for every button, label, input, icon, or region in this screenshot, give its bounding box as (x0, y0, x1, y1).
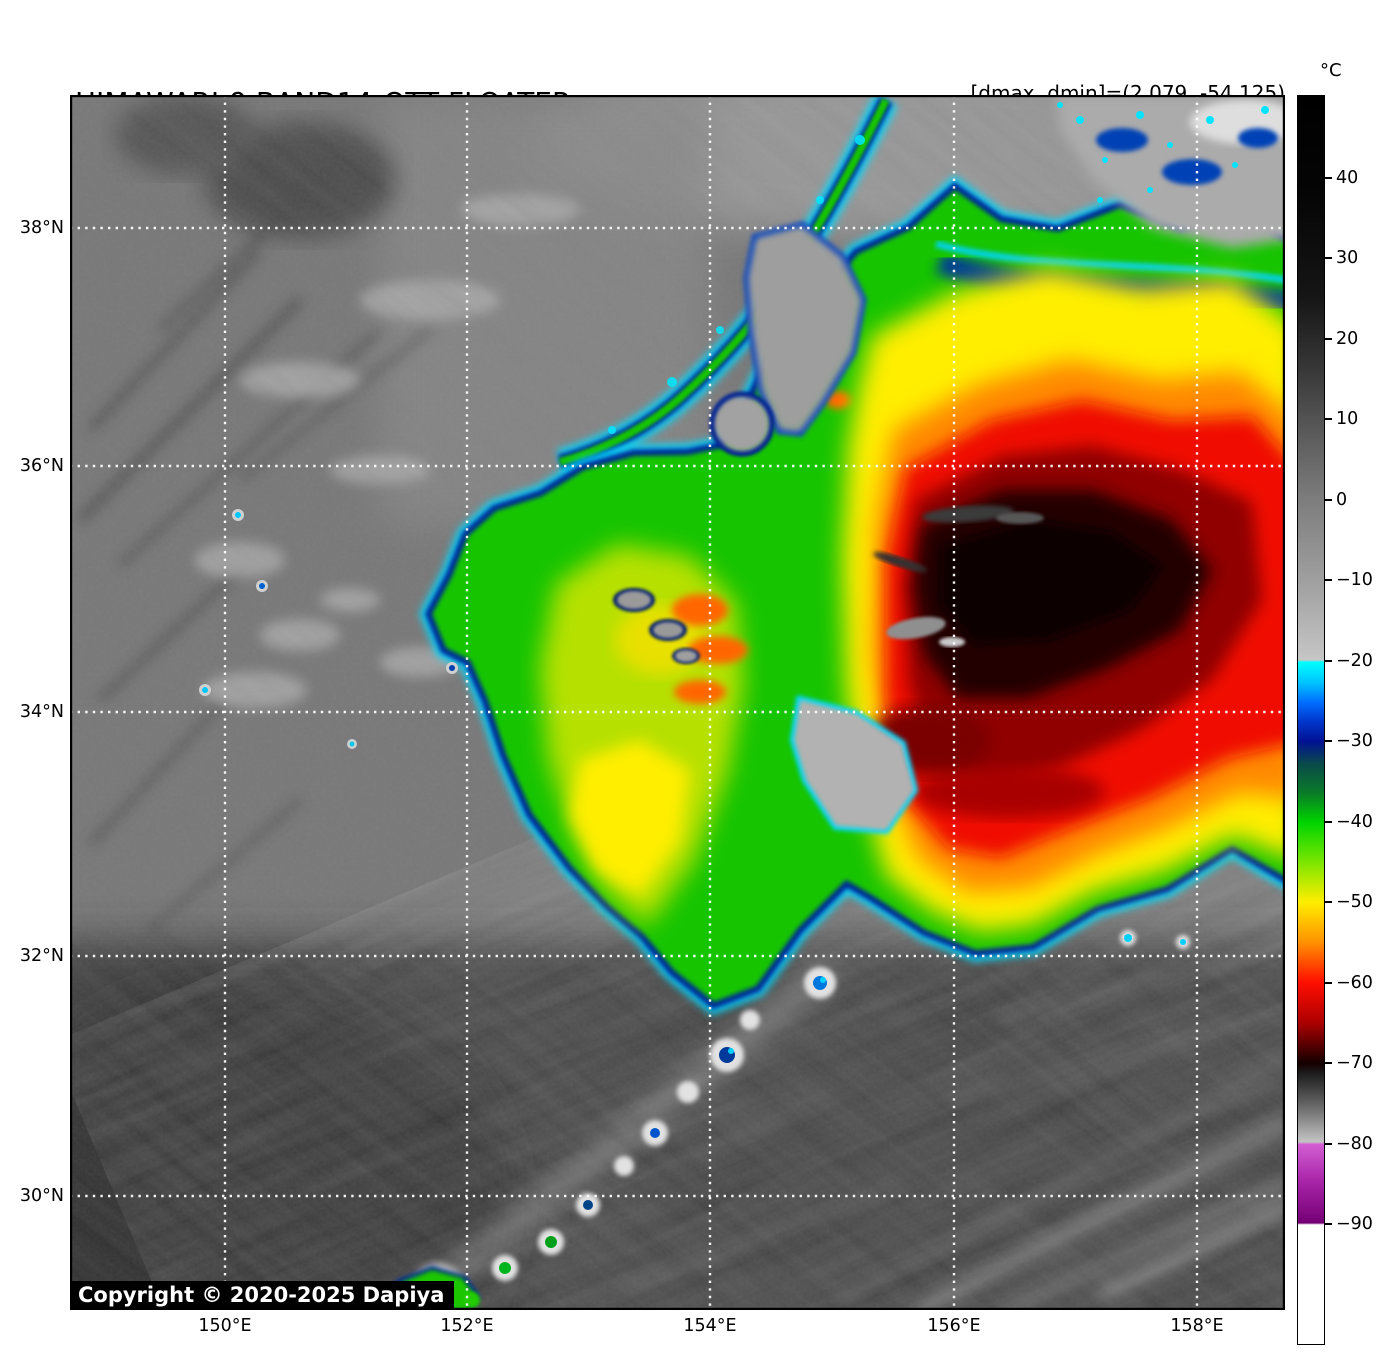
colorbar-tickmark (1325, 1062, 1332, 1064)
lat-tick-34n: 34°N (19, 702, 64, 722)
colorbar-label-10: 10 (1336, 409, 1359, 429)
west-orange-patches (672, 391, 851, 704)
lat-tick-36n: 36°N (19, 456, 64, 476)
lon-tick-154e: 154°E (683, 1316, 737, 1336)
colorbar-tickmark (1325, 257, 1332, 259)
colorbar-label-m80: −80 (1336, 1134, 1373, 1154)
lon-tick-152e: 152°E (440, 1316, 494, 1336)
colorbar-label-0: 0 (1336, 490, 1348, 510)
lat-tick-38n: 38°N (19, 218, 64, 238)
colorbar-label-m10: −10 (1336, 570, 1373, 590)
small-warm-holes (613, 588, 700, 664)
colorbar-tickmark (1325, 499, 1332, 501)
colorbar-label-m40: −40 (1336, 812, 1373, 832)
copyright-badge: Copyright © 2020-2025 Dapiya (70, 1281, 455, 1310)
colorbar-unit-label: °C (1320, 60, 1342, 81)
colorbar-tickmark (1325, 177, 1332, 179)
colorbar-label-m20: −20 (1336, 651, 1373, 671)
colorbar-label-m90: −90 (1336, 1214, 1373, 1234)
colorbar-label-40: 40 (1336, 168, 1359, 188)
colorbar-tickmark (1325, 660, 1332, 662)
colorbar-label-m70: −70 (1336, 1053, 1373, 1073)
colorbar-tickmark (1325, 821, 1332, 823)
dry-slots (613, 221, 919, 835)
colorbar-tickmark (1325, 418, 1332, 420)
colorbar-label-20: 20 (1336, 329, 1359, 349)
colorbar-tickmark (1325, 901, 1332, 903)
topright-cloud-deck (1056, 95, 1285, 248)
colorbar-label-m60: −60 (1336, 973, 1373, 993)
colorbar-label-m30: −30 (1336, 731, 1373, 751)
satellite-map-plot (70, 95, 1285, 1310)
colorbar-tickmark (1325, 1143, 1332, 1145)
colorbar-tickmark (1325, 338, 1332, 340)
lon-tick-158e: 158°E (1170, 1316, 1224, 1336)
colorbar-tickmark (1325, 579, 1332, 581)
colorbar-tickmark (1325, 740, 1332, 742)
overshooting-tops (873, 505, 1044, 647)
colorbar-label-30: 30 (1336, 248, 1359, 268)
map-frame (70, 95, 1285, 1310)
colorbar-tickmark (1325, 982, 1332, 984)
gridlines (70, 95, 1285, 1310)
colorbar-tickmark (1325, 1223, 1332, 1225)
rainband-speckles (608, 135, 865, 434)
lon-tick-150e: 150°E (198, 1316, 252, 1336)
left-cyan-specks (199, 509, 458, 749)
temperature-colorbar (1297, 95, 1325, 1345)
lat-tick-32n: 32°N (19, 946, 64, 966)
lat-tick-30n: 30°N (19, 1186, 64, 1206)
storm-inner-layers (540, 268, 1285, 932)
lon-tick-156e: 156°E (927, 1316, 981, 1336)
topright-cyan-speckles (1057, 102, 1269, 203)
colorbar-label-m50: −50 (1336, 892, 1373, 912)
